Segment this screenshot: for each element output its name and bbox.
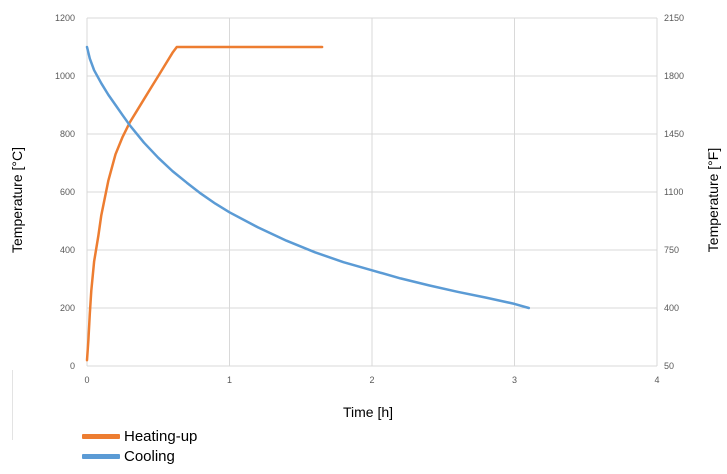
x-tick-label: 0 <box>84 375 89 385</box>
legend-label-cooling: Cooling <box>124 447 175 465</box>
y2-axis-title: Temperature [°F] <box>705 148 721 252</box>
series-line-cooling <box>85 45 531 310</box>
y-tick-label: 400 <box>60 245 75 255</box>
legend: Heating-up Cooling <box>82 426 197 466</box>
x-tick-label: 3 <box>512 375 517 385</box>
y-axis-title: Temperature [°C] <box>9 147 25 253</box>
x-tick-label: 2 <box>369 375 374 385</box>
y2-tick-label: 1450 <box>664 129 684 139</box>
x-axis-title: Time [h] <box>343 404 393 420</box>
y2-tick-label: 50 <box>664 361 674 371</box>
legend-item-cooling: Cooling <box>82 446 197 466</box>
legend-swatch-heating <box>82 433 120 439</box>
y-tick-label: 1000 <box>55 71 75 81</box>
y2-tick-label: 2150 <box>664 13 684 23</box>
y-tick-label: 0 <box>70 361 75 371</box>
y2-tick-label: 1800 <box>664 71 684 81</box>
left-edge-fragment <box>0 370 13 440</box>
y-tick-label: 800 <box>60 129 75 139</box>
y2-tick-label: 400 <box>664 303 679 313</box>
legend-label-heating: Heating-up <box>124 427 198 445</box>
y2-tick-label: 750 <box>664 245 679 255</box>
y-tick-label: 1200 <box>55 13 75 23</box>
gridlines <box>86 17 658 367</box>
y2-tick-label: 1100 <box>664 187 683 197</box>
legend-swatch-cooling <box>82 453 120 459</box>
y-tick-label: 600 <box>60 187 75 197</box>
series-lines <box>85 45 531 362</box>
y-tick-label: 200 <box>60 303 75 313</box>
x-tick-label: 4 <box>654 375 659 385</box>
x-tick-label: 1 <box>227 375 232 385</box>
legend-item-heating: Heating-up <box>82 426 197 446</box>
series-line-heating-up <box>85 45 324 362</box>
